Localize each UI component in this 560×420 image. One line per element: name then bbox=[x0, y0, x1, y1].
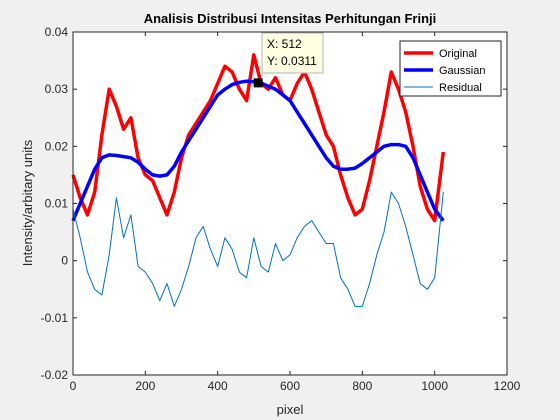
x-axis-label: pixel bbox=[277, 402, 304, 417]
x-tick-label: 200 bbox=[135, 379, 155, 393]
y-tick-label: 0.03 bbox=[45, 82, 69, 96]
x-tick-label: 1200 bbox=[494, 379, 521, 393]
y-axis-label: Intensity/arbitary units bbox=[20, 139, 35, 266]
series-line-original bbox=[71, 53, 446, 223]
legend-label-gaussian: Gaussian bbox=[439, 65, 485, 77]
datatip-line: Y: 0.0311 bbox=[267, 54, 317, 68]
axes-layer: 0 200 400 600 800 1000 1200 -0.02 -0.01 0 0.01 0.02… bbox=[41, 25, 521, 393]
x-tick-label: 800 bbox=[352, 379, 372, 393]
y-tick-label: 0.01 bbox=[45, 197, 69, 211]
x-tick-label: 600 bbox=[280, 379, 300, 393]
legend-label-original: Original bbox=[439, 48, 477, 60]
datatip-marker[interactable] bbox=[253, 78, 263, 88]
series-line-residual bbox=[72, 191, 444, 307]
chart-title: Analisis Distribusi Intensitas Perhitung… bbox=[144, 11, 437, 26]
x-tick-label: 400 bbox=[208, 379, 228, 393]
y-tick-label: -0.02 bbox=[41, 368, 69, 382]
legend: Original Gaussian Residual bbox=[399, 40, 502, 97]
x-tick-label: 1000 bbox=[421, 379, 448, 393]
y-tick-label: 0 bbox=[61, 254, 68, 268]
datatip[interactable]: X: 512 Y: 0.0311 bbox=[253, 32, 324, 88]
y-tick-label: 0.02 bbox=[45, 139, 69, 153]
y-tick-label: -0.01 bbox=[41, 311, 69, 325]
x-tick-label: 0 bbox=[70, 379, 77, 393]
datatip-line: X: 512 bbox=[267, 37, 302, 51]
datatip-box bbox=[261, 32, 324, 74]
legend-label-residual: Residual bbox=[439, 82, 482, 94]
y-tick-label: 0.04 bbox=[45, 25, 69, 39]
